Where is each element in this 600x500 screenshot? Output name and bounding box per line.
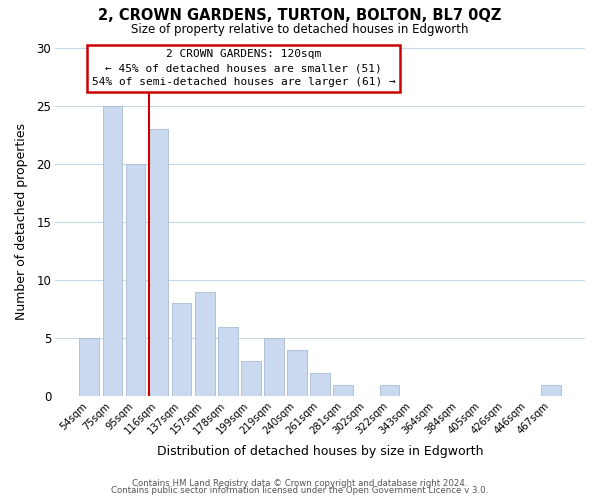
Text: Contains HM Land Registry data © Crown copyright and database right 2024.: Contains HM Land Registry data © Crown c… [132, 478, 468, 488]
Bar [264, 338, 284, 396]
Bar [103, 106, 122, 397]
Bar [195, 292, 215, 397]
Text: Size of property relative to detached houses in Edgworth: Size of property relative to detached ho… [131, 22, 469, 36]
Text: 2, CROWN GARDENS, TURTON, BOLTON, BL7 0QZ: 2, CROWN GARDENS, TURTON, BOLTON, BL7 0Q… [98, 8, 502, 22]
Y-axis label: Number of detached properties: Number of detached properties [15, 124, 28, 320]
Bar [287, 350, 307, 397]
Bar [79, 338, 99, 396]
Bar [310, 373, 330, 396]
Bar [218, 326, 238, 396]
Bar [149, 129, 169, 396]
Bar [241, 362, 261, 396]
Bar [172, 304, 191, 396]
X-axis label: Distribution of detached houses by size in Edgworth: Distribution of detached houses by size … [157, 444, 484, 458]
Bar [334, 385, 353, 396]
Bar [380, 385, 399, 396]
Bar [541, 385, 561, 396]
Text: 2 CROWN GARDENS: 120sqm
← 45% of detached houses are smaller (51)
54% of semi-de: 2 CROWN GARDENS: 120sqm ← 45% of detache… [92, 49, 395, 87]
Bar [125, 164, 145, 396]
Text: Contains public sector information licensed under the Open Government Licence v : Contains public sector information licen… [112, 486, 488, 495]
